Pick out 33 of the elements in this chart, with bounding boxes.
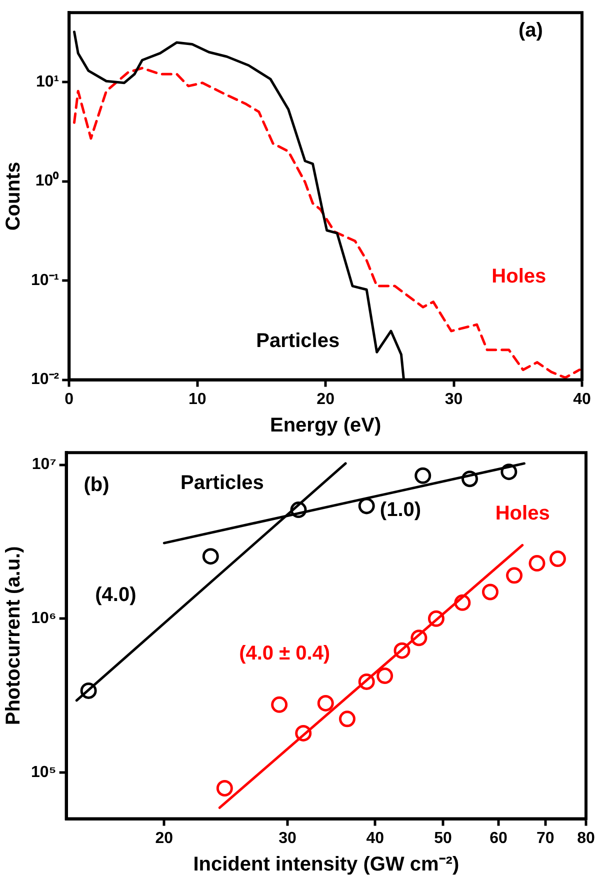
x-tick-label: 50 xyxy=(434,830,452,847)
series-label: (4.0 ± 0.4) xyxy=(239,642,330,665)
series-label: (4.0) xyxy=(95,584,136,606)
y-tick-label: 10⁻² xyxy=(31,371,60,388)
series-label: Particles xyxy=(180,472,264,494)
x-tick-label: 60 xyxy=(490,830,508,847)
x-tick-label: 30 xyxy=(444,390,463,408)
x-tick-label: 30 xyxy=(278,830,297,847)
x-tick-label: 10 xyxy=(188,390,206,408)
x-axis-title: Energy (eV) xyxy=(270,414,382,437)
annotation: (a) xyxy=(518,19,543,42)
x-tick-label: 40 xyxy=(366,830,384,847)
x-tick-label: 40 xyxy=(573,390,591,408)
x-tick-label: 70 xyxy=(536,830,554,847)
y-tick-label: 10⁵ xyxy=(31,764,56,781)
series-label: Holes xyxy=(492,266,546,288)
series-label: Particles xyxy=(256,330,340,352)
series-label: (1.0) xyxy=(380,498,422,521)
x-axis-title: Incident intensity (GW cm⁻²) xyxy=(193,854,460,876)
x-tick-label: 80 xyxy=(577,830,595,847)
y-tick-label: 10¹ xyxy=(36,73,60,90)
y-tick-label: 10⁷ xyxy=(32,456,56,474)
y-tick-label: 10⁻¹ xyxy=(31,272,60,289)
y-tick-label: 10⁶ xyxy=(31,610,56,628)
x-tick-label: 20 xyxy=(155,830,174,847)
x-tick-label: 0 xyxy=(64,390,74,408)
y-axis-title: Photocurrent (a.u.) xyxy=(2,546,25,726)
y-axis-title: Counts xyxy=(2,162,25,231)
line-series xyxy=(73,66,581,379)
y-tick-label: 10⁰ xyxy=(35,172,60,190)
x-tick-label: 20 xyxy=(316,390,335,408)
annotation: (b) xyxy=(84,474,110,496)
series-label: Holes xyxy=(495,502,550,525)
